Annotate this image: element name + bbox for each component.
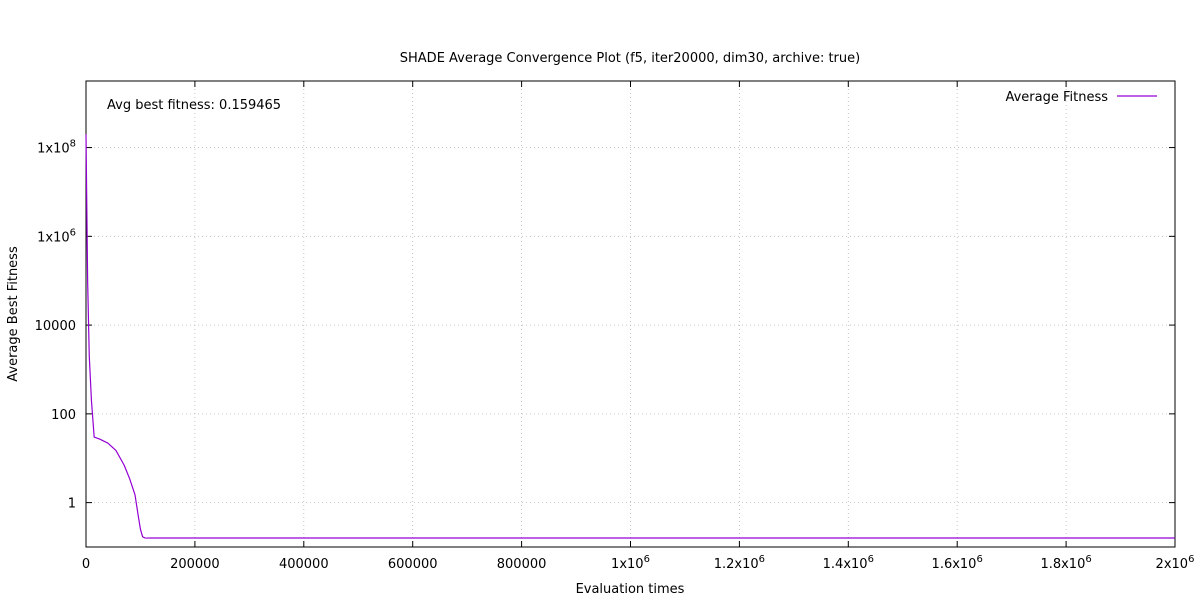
x-tick-label: 800000 [497,557,547,572]
x-tick-label: 400000 [279,557,329,572]
x-tick-label: 0 [82,557,90,572]
y-tick-label: 1x108 [37,139,76,157]
series-line-average-fitness [85,134,1175,539]
legend: Average Fitness [1005,90,1157,105]
y-tick-label: 100 [51,408,76,423]
y-tick-label: 1 [68,497,76,512]
series-layer [85,134,1175,539]
x-tick-label: 1x106 [611,554,650,572]
axis-ticks: 0 200000 400000 600000 800000 1x106 1.2x106 1.4… [35,81,1195,572]
y-axis-label: Average Best Fitness [6,246,21,382]
x-tick-label: 1.8x106 [1040,554,1091,572]
chart-title: SHADE Average Convergence Plot (f5, iter… [400,51,860,66]
avg-fitness-annotation: Avg best fitness: 0.159465 [107,98,281,113]
x-tick-label: 2x106 [1156,554,1195,572]
x-tick-label: 200000 [170,557,220,572]
legend-label: Average Fitness [1005,90,1108,105]
plot-frame [85,80,1176,548]
y-tick-label: 1x106 [37,227,76,245]
x-axis-label: Evaluation times [576,582,685,597]
x-tick-label: 1.2x106 [714,554,765,572]
x-tick-label: 1.4x106 [823,554,874,572]
x-tick-label: 1.6x106 [932,554,983,572]
y-tick-label: 10000 [35,319,76,334]
x-tick-label: 600000 [388,557,438,572]
grid-lines [86,81,1175,547]
